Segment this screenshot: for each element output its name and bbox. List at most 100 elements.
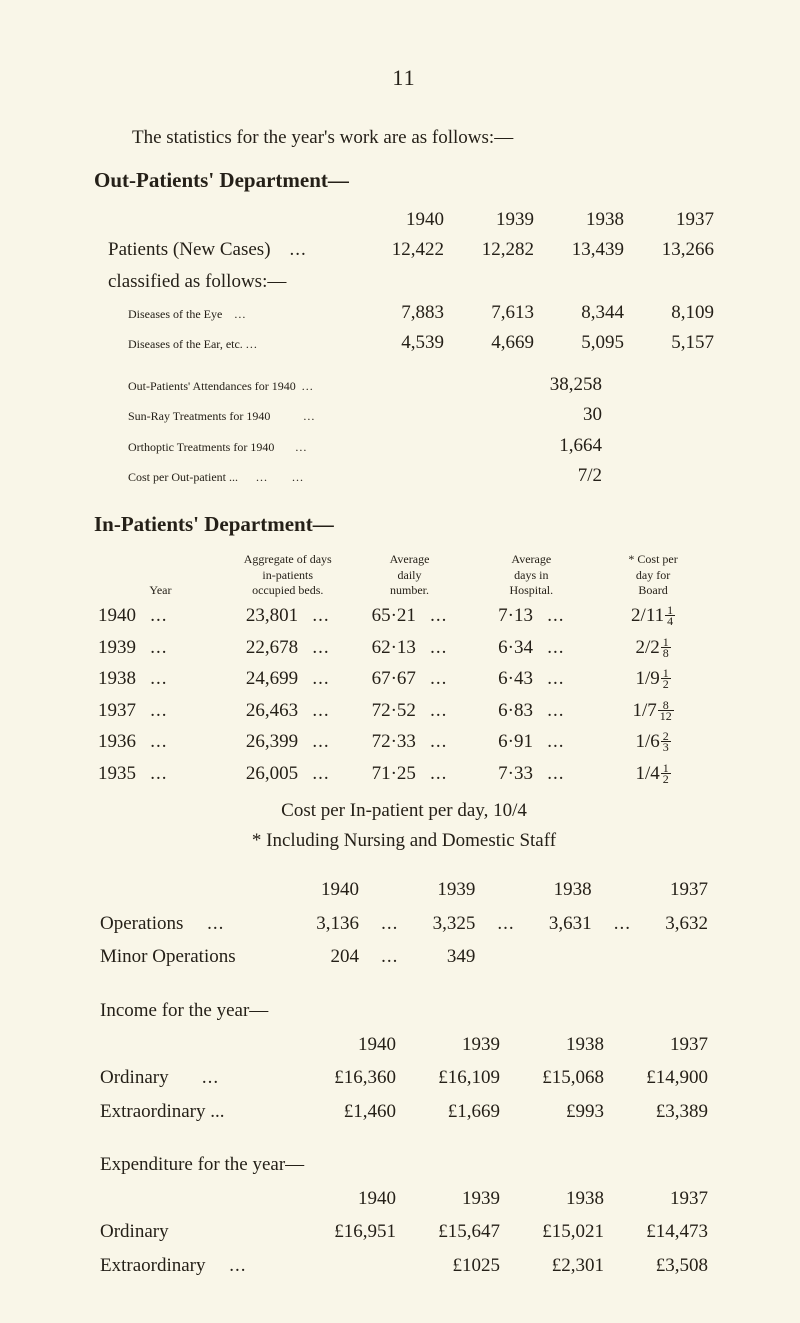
minor-ops-e1: ... [365, 941, 402, 973]
ops-e1: ... [365, 908, 402, 940]
inpatients-heading: In-Patients' Department— [94, 509, 714, 539]
expenditure-table: Expenditure for the year— 1940 1939 1938… [94, 1147, 714, 1283]
operations-table: 1940 1939 1938 1937 Operations ... 3,136… [94, 872, 714, 975]
inpatients-table: Year Aggregate of days in-patients occup… [94, 549, 714, 789]
ip-agg: 26,463 ... [227, 695, 349, 727]
operations-row: Operations ... 3,136 ... 3,325 ... 3,631… [96, 908, 712, 940]
inc-ext-v3: £993 [506, 1096, 608, 1128]
patients-1940: 12,422 [354, 236, 444, 264]
ops-e3: ... [598, 908, 635, 940]
ip-avg-daily: 71·25 ... [349, 758, 471, 790]
cost-value: 7/2 [494, 462, 602, 490]
ear-1939: 4,669 [444, 329, 534, 357]
inpatients-row-1937: 1937 ...26,463 ...72·52 ...6·83 ...1/781… [94, 695, 714, 727]
year-1940: 1940 [354, 206, 444, 234]
inpatients-row-1936: 1936 ...26,399 ...72·33 ...6·91 ...1/623 [94, 726, 714, 758]
orthoptic-row: Orthoptic Treatments for 1940 ... 1,664 [94, 432, 714, 460]
inc-ord-v1: £16,360 [298, 1062, 400, 1094]
exp-ext-v2: £1025 [402, 1250, 504, 1282]
minor-ops-row: Minor Operations 204 ... 349 [96, 941, 712, 973]
cost-per-inpatient: Cost per In-patient per day, 10/4 [94, 797, 714, 825]
exp-year-2: 1939 [402, 1183, 504, 1215]
minor-ops-label: Minor Operations [96, 941, 286, 973]
ops-header-row: 1940 1939 1938 1937 [96, 874, 712, 906]
exp-ord-v4: £14,473 [610, 1216, 712, 1248]
ip-avg-days: 7·13 ... [470, 600, 592, 632]
attendances-value: 38,258 [494, 371, 602, 399]
ear-1938: 5,095 [534, 329, 624, 357]
cost-row: Cost per Out-patient ... ... ... 7/2 [94, 462, 714, 490]
ip-avg-daily: 72·33 ... [349, 726, 471, 758]
ops-label: Operations ... [96, 908, 286, 940]
classified-text: classified as follows:— [94, 268, 714, 296]
ip-year: 1936 ... [94, 726, 227, 758]
inc-ext-v2: £1,669 [402, 1096, 504, 1128]
minor-ops-v1: 204 [288, 941, 363, 973]
ip-year: 1935 ... [94, 758, 227, 790]
outpatients-heading: Out-Patients' Department— [94, 165, 714, 195]
ip-agg: 24,699 ... [227, 663, 349, 695]
eye-1939: 7,613 [444, 299, 534, 327]
exp-year-1: 1940 [298, 1183, 400, 1215]
hdr-cost: * Cost per day for Board [592, 549, 714, 600]
inc-year-1: 1940 [298, 1029, 400, 1061]
income-title: Income for the year— [96, 995, 712, 1027]
attendances-label: Out-Patients' Attendances for 1940 ... [94, 378, 494, 395]
exp-year-4: 1937 [610, 1183, 712, 1215]
income-extra-row: Extraordinary ... £1,460 £1,669 £993 £3,… [96, 1096, 712, 1128]
ip-year: 1937 ... [94, 695, 227, 727]
ip-avg-days: 6·34 ... [470, 632, 592, 664]
ip-avg-days: 6·43 ... [470, 663, 592, 695]
ops-v1: 3,136 [288, 908, 363, 940]
ops-v4: 3,632 [637, 908, 712, 940]
outpatients-year-header: . 1940 1939 1938 1937 [94, 206, 714, 234]
inc-ord-v4: £14,900 [610, 1062, 712, 1094]
ip-cost: 2/218 [592, 632, 714, 664]
year-1937: 1937 [624, 206, 714, 234]
inpatients-row-1939: 1939 ...22,678 ...62·13 ...6·34 ...2/218 [94, 632, 714, 664]
ops-year-4: 1937 [637, 874, 712, 906]
ip-cost: 1/7812 [592, 695, 714, 727]
ops-year-1: 1940 [288, 874, 363, 906]
year-1939: 1939 [444, 206, 534, 234]
patients-1939: 12,282 [444, 236, 534, 264]
ip-year: 1940 ... [94, 600, 227, 632]
inc-ord-v2: £16,109 [402, 1062, 504, 1094]
ops-v2: 3,325 [404, 908, 479, 940]
ip-agg: 26,005 ... [227, 758, 349, 790]
ip-agg: 23,801 ... [227, 600, 349, 632]
ip-avg-daily: 72·52 ... [349, 695, 471, 727]
year-1938: 1938 [534, 206, 624, 234]
ip-avg-daily: 65·21 ... [349, 600, 471, 632]
ip-agg: 22,678 ... [227, 632, 349, 664]
exp-ext-label: Extraordinary ... [96, 1250, 296, 1282]
exp-header-row: 1940 1939 1938 1937 [96, 1183, 712, 1215]
patients-1938: 13,439 [534, 236, 624, 264]
inc-ext-v1: £1,460 [298, 1096, 400, 1128]
orthoptic-value: 1,664 [494, 432, 602, 460]
exp-extra-row: Extraordinary ... £1025 £2,301 £3,508 [96, 1250, 712, 1282]
exp-ordinary-row: Ordinary £16,951 £15,647 £15,021 £14,473 [96, 1216, 712, 1248]
exp-year-3: 1938 [506, 1183, 608, 1215]
exp-ext-v4: £3,508 [610, 1250, 712, 1282]
ops-e2: ... [481, 908, 518, 940]
ip-avg-daily: 67·67 ... [349, 663, 471, 695]
ear-row: Diseases of the Ear, etc. ... 4,539 4,66… [94, 329, 714, 357]
income-header-row: 1940 1939 1938 1937 [96, 1029, 712, 1061]
cost-label: Cost per Out-patient ... ... ... [94, 469, 494, 486]
inpatients-row-1940: 1940 ...23,801 ...65·21 ...7·13 ...2/111… [94, 600, 714, 632]
ear-1937: 5,157 [624, 329, 714, 357]
intro-text: The statistics for the year's work are a… [132, 124, 714, 152]
exp-ord-label: Ordinary [96, 1216, 296, 1248]
ip-cost: 1/412 [592, 758, 714, 790]
page-root: 11 The statistics for the year's work ar… [0, 0, 800, 1323]
sunray-label: Sun-Ray Treatments for 1940 ... [94, 408, 494, 425]
exp-ord-v1: £16,951 [298, 1216, 400, 1248]
inc-year-4: 1937 [610, 1029, 712, 1061]
ip-cost: 1/912 [592, 663, 714, 695]
inc-year-2: 1939 [402, 1029, 504, 1061]
inc-year-3: 1938 [506, 1029, 608, 1061]
ear-1940: 4,539 [354, 329, 444, 357]
inc-ord-label: Ordinary ... [96, 1062, 296, 1094]
ip-agg: 26,399 ... [227, 726, 349, 758]
